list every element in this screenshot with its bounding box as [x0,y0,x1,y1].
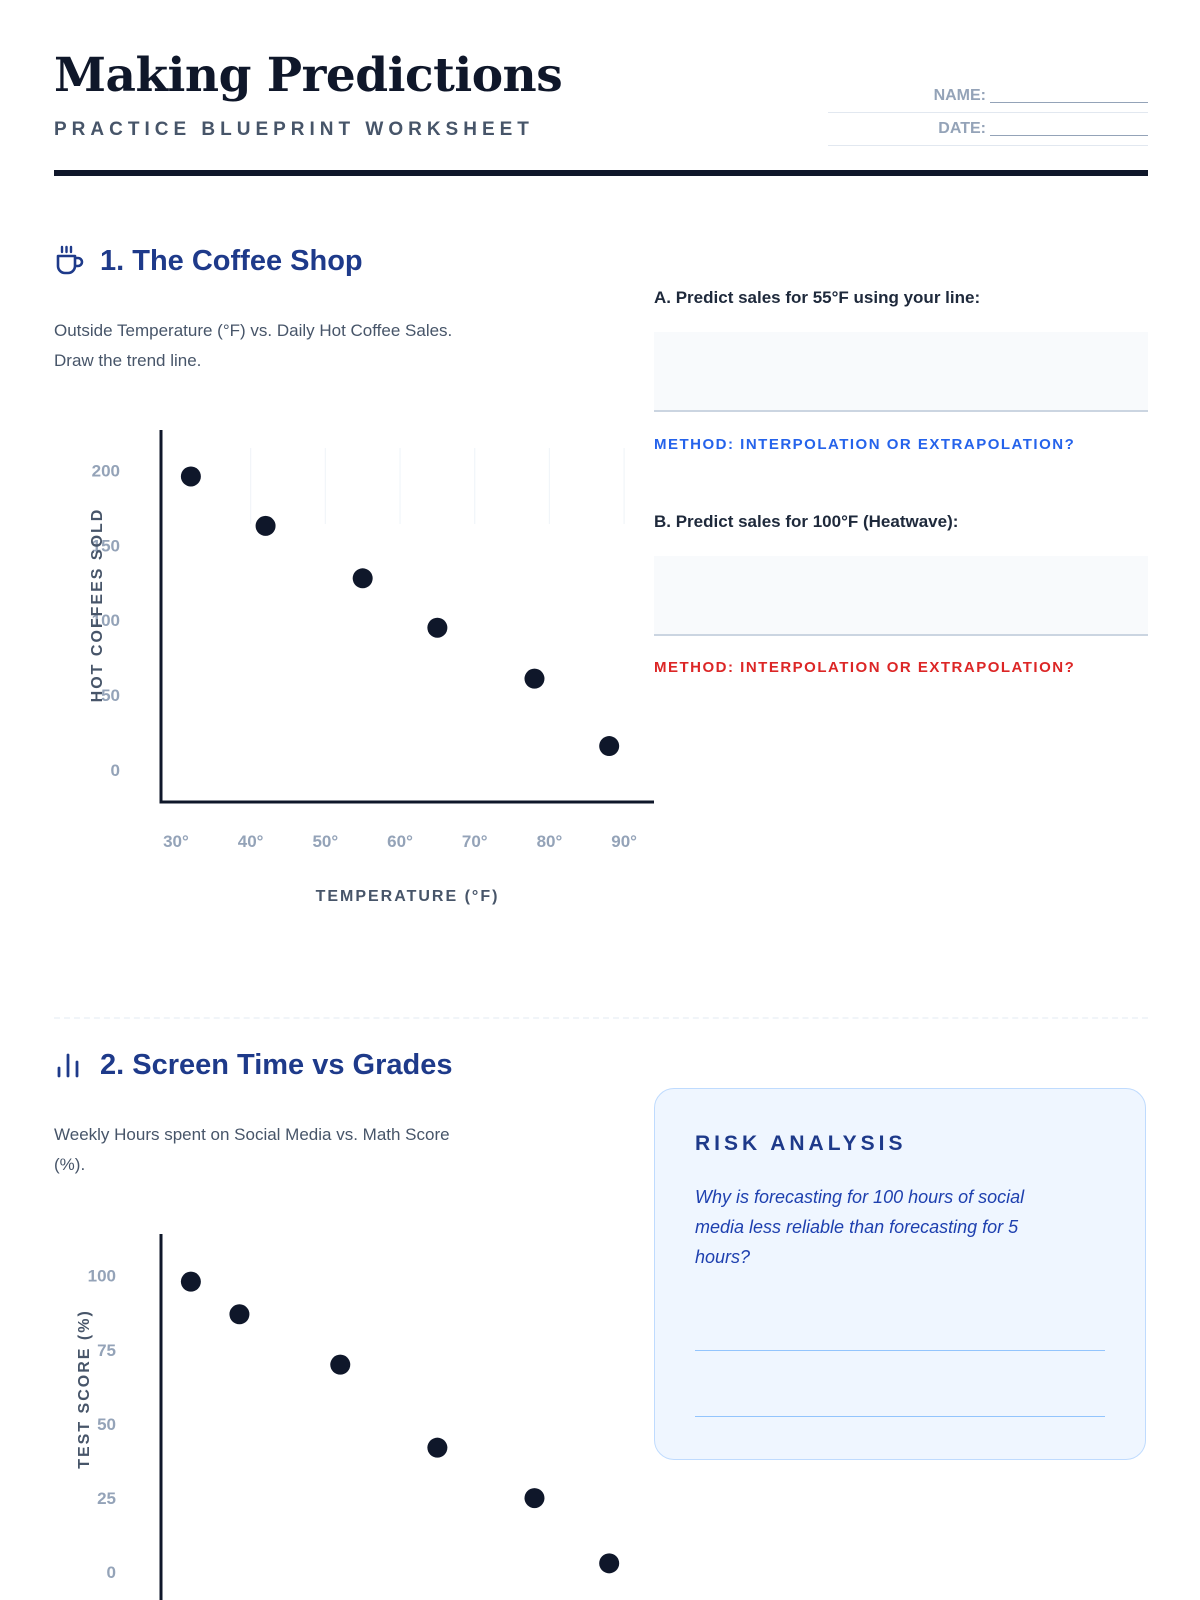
answer-line-2[interactable] [695,1416,1105,1417]
y-tick-label: 150 [92,536,120,555]
section-1-title: 1. The Coffee Shop [100,244,363,277]
section-2-title: 2. Screen Time vs Grades [100,1048,453,1081]
date-label: DATE: [938,120,986,137]
question-b: B. Predict sales for 100°F (Heatwave): [654,512,959,531]
y-axis-title: HOT COFFEES SOLD [89,508,106,703]
name-blank-line[interactable] [990,88,1148,104]
data-point [330,1354,351,1375]
y-tick-label: 100 [88,1267,116,1286]
data-point [427,1437,448,1458]
coffee-scatter-chart: 0 50 100 150 200 HOT COFFEES SOLD 30° 40° 50° 60°… [89,430,654,905]
header-divider [54,170,1148,176]
name-label: NAME: [933,87,986,104]
x-tick-label: 70° [462,832,488,851]
page-subtitle: PRACTICE BLUEPRINT WORKSHEET [54,119,534,140]
y-tick-label: 50 [97,1415,116,1434]
y-axis-title: TEST SCORE (%) [76,1309,93,1469]
y-tick-label: 0 [111,761,120,780]
data-point [427,617,448,638]
answer-line-1[interactable] [695,1350,1105,1351]
method-prompt-b: METHOD: INTERPOLATION OR EXTRAPOLATION? [654,659,1076,676]
y-tick-label: 0 [107,1563,116,1582]
x-tick-label: 80° [537,832,563,851]
section-1-description: Outside Temperature (°F) vs. Daily Hot C… [54,316,524,376]
x-tick-label: 50° [312,832,338,851]
section-2-desc-line-2: (%). [54,1155,86,1174]
y-tick-label: 75 [97,1341,116,1360]
worksheet-page: Making Predictions PRACTICE BLUEPRINT WO… [54,0,1148,1600]
section-1-desc-line-2: Draw the trend line. [54,351,202,370]
data-point [255,515,276,536]
x-tick-label: 90° [611,832,637,851]
data-point [180,466,201,487]
section-2-description: Weekly Hours spent on Social Media vs. M… [54,1120,524,1180]
y-tick-label: 100 [92,611,120,630]
bar-chart-icon [57,1053,79,1078]
data-point [524,1488,545,1509]
date-blank-line[interactable] [990,121,1148,137]
data-point [352,568,373,589]
section-1-header: 1. The Coffee Shop [54,244,363,278]
data-point [180,1271,201,1292]
x-axis-title: TEMPERATURE (°F) [316,888,500,905]
data-point [599,736,620,757]
question-a: A. Predict sales for 55°F using your lin… [654,288,981,307]
risk-analysis-question: Why is forecasting for 100 hours of soci… [695,1187,1025,1267]
screen-time-scatter-chart: 0 25 50 75 100 TEST SCORE (%) [76,1234,620,1600]
y-tick-label: 200 [92,461,120,480]
x-tick-label: 60° [387,832,413,851]
y-tick-label: 50 [101,686,120,705]
risk-analysis-card: RISK ANALYSIS Why is forecasting for 100… [654,1088,1146,1460]
coffee-cup-icon [56,245,84,275]
section-2-header: 2. Screen Time vs Grades [54,1048,453,1082]
answer-box-b[interactable] [654,556,1148,636]
name-field[interactable]: NAME: [828,80,1148,113]
data-point [229,1304,250,1325]
section-1-desc-line-1: Outside Temperature (°F) vs. Daily Hot C… [54,321,453,340]
method-prompt-a: METHOD: INTERPOLATION OR EXTRAPOLATION? [654,436,1076,453]
x-tick-label: 30° [163,832,189,851]
data-point [524,668,545,689]
page-title: Making Predictions [54,48,563,103]
data-point [599,1553,620,1574]
x-tick-label: 40° [238,832,264,851]
risk-analysis-title: RISK ANALYSIS [695,1132,907,1155]
section-divider [54,1017,1148,1019]
y-tick-label: 25 [97,1489,116,1508]
date-field[interactable]: DATE: [828,113,1148,146]
section-2-desc-line-1: Weekly Hours spent on Social Media vs. M… [54,1125,450,1144]
answer-box-a[interactable] [654,332,1148,412]
